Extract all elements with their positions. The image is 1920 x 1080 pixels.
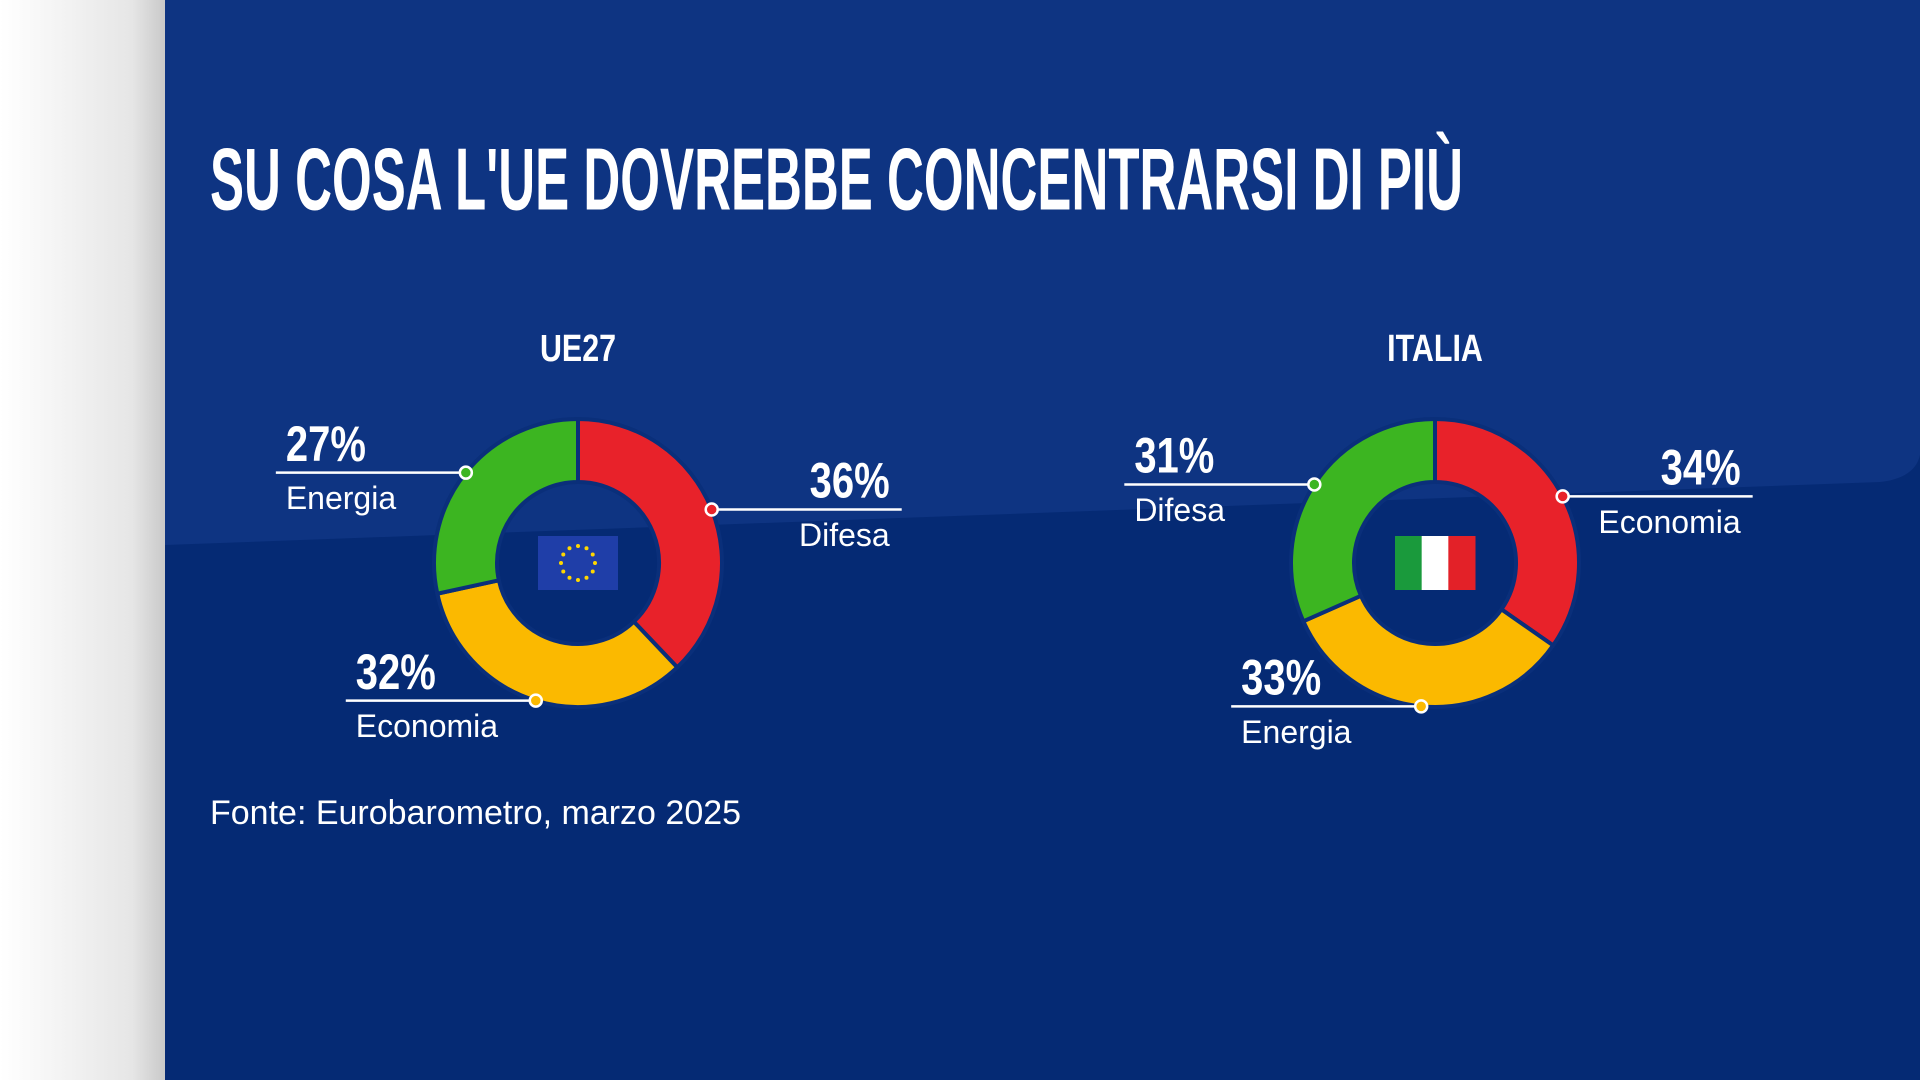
title: SU COSA L'UE DOVREBBE CONCENTRARSI DI PI… [210,129,1463,228]
side-strip [0,0,165,1080]
donut-segment [1433,416,1581,649]
category-label: Energia [1241,714,1352,750]
donut-segment [434,577,681,709]
leader-dot [528,693,544,708]
category-label: Economia [1598,504,1741,540]
flag-stripe [1395,536,1423,590]
flag-star [593,561,597,565]
flag-star [590,569,595,574]
flag-stripe [1448,536,1476,590]
leader-dot [1307,477,1322,492]
chart-title: ITALIA [1387,328,1483,370]
value-label: 31% [1134,427,1214,483]
category-label: Difesa [799,517,890,553]
flag-star [561,552,566,557]
flag-star [584,546,589,551]
donut-segment [1288,416,1437,624]
flag-star [559,561,563,565]
chart-title: UE27 [540,328,616,370]
value-label: 36% [810,452,890,508]
flag-star [576,578,580,582]
panel-highlight [165,0,1920,545]
category-label: Difesa [1134,492,1225,528]
leader-dot [458,465,474,480]
value-label: 32% [356,644,436,700]
flag-stripe [1421,536,1449,590]
category-label: Energia [286,480,397,516]
flag-star [576,544,580,548]
donut-segment [432,416,580,597]
leader-dot [704,502,719,517]
donut-segment [1300,593,1556,709]
leader-dot [1413,699,1429,714]
category-label: Economia [356,708,499,744]
source: Fonte: Eurobarometro, marzo 2025 [210,794,741,832]
flag-star [590,552,595,557]
flag-star [561,569,566,574]
leader-dot [1555,489,1570,504]
donut-segment [576,416,724,671]
flag-star [584,575,589,580]
value-label: 33% [1241,649,1321,705]
value-label: 34% [1661,439,1741,495]
value-label: 27% [286,416,366,472]
flag-star [567,546,572,551]
flag-star [567,575,572,580]
